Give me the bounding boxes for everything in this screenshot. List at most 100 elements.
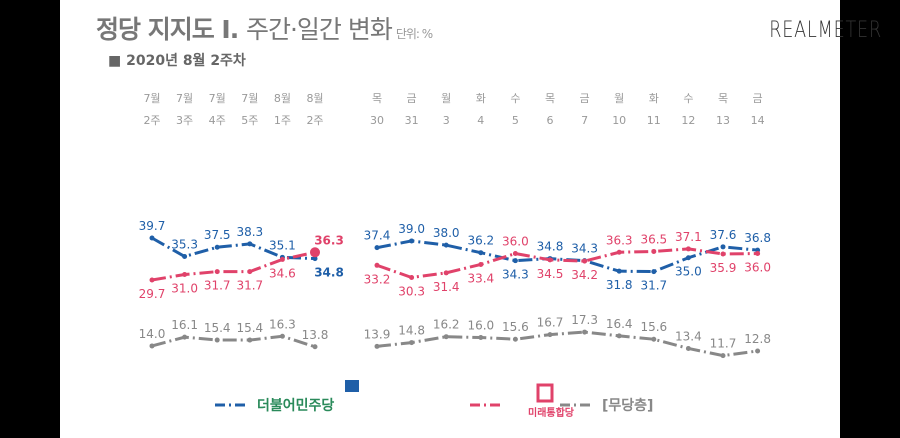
data-label: 16.7 bbox=[537, 316, 564, 330]
data-label: 31.7 bbox=[204, 279, 231, 293]
data-point bbox=[443, 242, 449, 248]
data-point bbox=[149, 343, 155, 349]
data-point bbox=[512, 258, 518, 264]
data-point bbox=[582, 258, 588, 264]
data-label: 29.7 bbox=[139, 287, 166, 301]
series-line bbox=[376, 330, 758, 358]
data-point bbox=[149, 235, 155, 241]
x-tick-top: 금 bbox=[580, 92, 590, 105]
data-point bbox=[512, 336, 518, 342]
data-label: 16.1 bbox=[171, 318, 198, 332]
data-point bbox=[616, 333, 622, 339]
data-label: 35.9 bbox=[710, 261, 737, 275]
data-point bbox=[651, 248, 657, 254]
data-point bbox=[247, 241, 253, 247]
data-label: 38.0 bbox=[433, 226, 460, 240]
data-label: 36.5 bbox=[640, 232, 667, 246]
data-label: 36.3 bbox=[606, 233, 633, 247]
x-tick-bottom: 30 bbox=[370, 114, 384, 127]
data-label: 37.5 bbox=[204, 228, 231, 242]
series-line bbox=[151, 250, 316, 282]
chart-subtitle: ■ 2020년 8월 2주차 bbox=[108, 53, 246, 69]
x-tick-bottom: 1주 bbox=[274, 114, 291, 127]
data-label: 34.6 bbox=[269, 266, 296, 280]
x-tick-top: 수 bbox=[683, 92, 693, 105]
data-point bbox=[720, 251, 726, 257]
data-label: 39.0 bbox=[398, 222, 425, 236]
data-point bbox=[182, 334, 188, 340]
x-tick-bottom: 11 bbox=[647, 114, 661, 127]
x-tick-top: 7월 bbox=[241, 92, 258, 105]
data-label: 15.4 bbox=[236, 321, 263, 335]
x-tick-top: 7월 bbox=[143, 92, 160, 105]
data-point bbox=[651, 336, 657, 342]
data-point bbox=[214, 244, 220, 250]
data-point bbox=[182, 272, 188, 278]
x-tick-top: 월 bbox=[614, 92, 624, 105]
data-point bbox=[685, 246, 691, 252]
data-point bbox=[279, 333, 285, 339]
data-label: 34.8 bbox=[537, 240, 564, 254]
x-tick-bottom: 2주 bbox=[306, 114, 323, 127]
x-tick-bottom: 3주 bbox=[176, 114, 193, 127]
data-point bbox=[374, 343, 380, 349]
data-label: 31.7 bbox=[640, 279, 667, 293]
data-label: 13.9 bbox=[364, 327, 391, 341]
data-label: 31.4 bbox=[433, 280, 460, 294]
data-point bbox=[279, 256, 285, 262]
data-label: 34.5 bbox=[537, 267, 564, 281]
data-label: 12.8 bbox=[744, 332, 771, 346]
x-tick-top: 목 bbox=[545, 92, 555, 105]
x-tick-bottom: 2주 bbox=[143, 114, 160, 127]
x-tick-top: 월 bbox=[441, 92, 451, 105]
data-point bbox=[478, 250, 484, 256]
data-label: 36.0 bbox=[744, 261, 771, 275]
data-point bbox=[755, 251, 761, 257]
x-tick-bottom: 10 bbox=[612, 114, 626, 127]
data-point bbox=[720, 244, 726, 250]
x-tick-bottom: 4 bbox=[477, 114, 484, 127]
chart-panel bbox=[60, 0, 840, 438]
x-tick-bottom: 3 bbox=[443, 114, 450, 127]
x-tick-top: 8월 bbox=[274, 92, 291, 105]
data-label: 38.3 bbox=[236, 225, 263, 239]
data-point bbox=[651, 269, 657, 275]
data-label: 37.4 bbox=[364, 229, 391, 243]
data-label: 35.0 bbox=[675, 265, 702, 279]
x-tick-top: 금 bbox=[753, 92, 763, 105]
data-point bbox=[312, 256, 318, 262]
legend-label: [무당층] bbox=[602, 397, 653, 414]
x-tick-bottom: 14 bbox=[751, 114, 765, 127]
data-label: 34.3 bbox=[571, 242, 598, 256]
data-label: 34.2 bbox=[571, 268, 598, 282]
x-tick-bottom: 7 bbox=[581, 114, 588, 127]
data-label: 16.0 bbox=[467, 319, 494, 333]
data-label: 16.3 bbox=[269, 317, 296, 331]
data-label: 34.8 bbox=[314, 266, 344, 280]
data-point bbox=[547, 257, 553, 263]
data-point bbox=[755, 348, 761, 354]
data-label: 17.3 bbox=[571, 313, 598, 327]
data-point bbox=[214, 269, 220, 275]
data-point bbox=[214, 337, 220, 343]
x-tick-bottom: 5주 bbox=[241, 114, 258, 127]
data-point bbox=[685, 255, 691, 261]
data-point bbox=[374, 262, 380, 268]
data-label: 31.7 bbox=[236, 279, 263, 293]
title-sub: 주간·일간 변화 bbox=[245, 15, 393, 44]
chart-title: 정당 지지도 Ⅰ. 주간·일간 변화 단위: % bbox=[96, 10, 433, 46]
x-tick-top: 7월 bbox=[209, 92, 226, 105]
data-point bbox=[616, 268, 622, 274]
data-label: 31.0 bbox=[171, 282, 198, 296]
data-label: 15.6 bbox=[640, 320, 667, 334]
data-label: 14.8 bbox=[398, 324, 425, 338]
data-label: 33.2 bbox=[364, 272, 391, 286]
x-tick-bottom: 13 bbox=[716, 114, 730, 127]
data-point bbox=[409, 274, 415, 280]
data-label: 36.3 bbox=[314, 233, 344, 247]
data-point bbox=[547, 332, 553, 338]
data-label: 16.2 bbox=[433, 318, 460, 332]
data-point bbox=[374, 245, 380, 251]
